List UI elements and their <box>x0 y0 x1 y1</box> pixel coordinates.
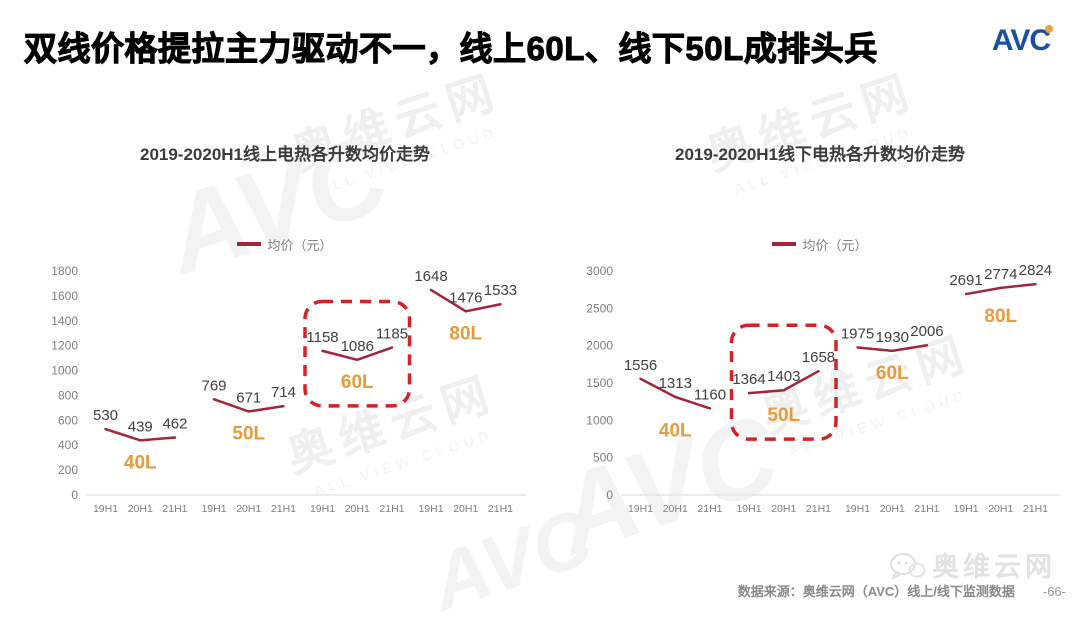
svg-text:2824: 2824 <box>1019 262 1052 279</box>
svg-text:20H1: 20H1 <box>236 503 261 515</box>
svg-text:0: 0 <box>71 488 78 502</box>
footer-brand-text: 奥维云网 <box>932 551 1056 582</box>
svg-text:40L: 40L <box>124 452 157 473</box>
svg-text:2774: 2774 <box>984 266 1017 283</box>
svg-text:1200: 1200 <box>51 339 78 353</box>
chart-online-section: 2019-2020H1线上电热各升数均价走势 均价（元） 0 200 400 600 8… <box>40 140 530 525</box>
svg-text:21H1: 21H1 <box>697 503 722 515</box>
svg-text:769: 769 <box>202 377 227 394</box>
svg-text:19H1: 19H1 <box>628 503 653 515</box>
legend-line-marker-icon <box>237 242 262 246</box>
svg-text:1476: 1476 <box>449 289 482 306</box>
svg-text:20H1: 20H1 <box>128 503 153 515</box>
svg-text:1600: 1600 <box>51 289 78 303</box>
svg-text:0: 0 <box>606 488 613 502</box>
svg-text:80L: 80L <box>984 306 1017 327</box>
legend-label: 均价（元） <box>802 237 868 253</box>
svg-text:21H1: 21H1 <box>1023 503 1048 515</box>
svg-text:2000: 2000 <box>586 339 613 353</box>
svg-text:60L: 60L <box>341 372 374 393</box>
svg-text:1364: 1364 <box>732 371 765 388</box>
svg-text:1800: 1800 <box>51 264 78 278</box>
svg-text:21H1: 21H1 <box>162 503 187 515</box>
footer-brand: 奥维云网 <box>888 552 1056 582</box>
avc-logo: AVC <box>991 24 1053 57</box>
svg-text:1160: 1160 <box>694 386 726 403</box>
svg-text:20H1: 20H1 <box>453 503 478 515</box>
svg-text:40L: 40L <box>659 420 692 441</box>
svg-text:19H1: 19H1 <box>845 503 870 515</box>
legend-offline: 均价（元） <box>575 235 1065 253</box>
line-chart-online: 0 200 400 600 800 1000 1200 1400 1600 1800 530 439 4… <box>51 264 526 515</box>
svg-text:19H1: 19H1 <box>310 503 335 515</box>
chart-title-offline: 2019-2020H1线下电热各升数均价走势 <box>674 145 966 164</box>
svg-text:800: 800 <box>58 388 78 402</box>
source-note: 数据来源：奥维云网（AVC）线上/线下监测数据 <box>737 584 1015 599</box>
svg-text:19H1: 19H1 <box>953 503 978 515</box>
svg-text:50L: 50L <box>767 405 800 426</box>
svg-text:1648: 1648 <box>414 268 447 285</box>
chart-title-online: 2019-2020H1线上电热各升数均价走势 <box>139 145 431 164</box>
svg-text:20H1: 20H1 <box>345 503 370 515</box>
slide-title: 双线价格提拉主力驱动不一，线上60L、线下50L成排头兵 <box>24 30 878 68</box>
svg-text:21H1: 21H1 <box>379 503 404 515</box>
svg-text:1930: 1930 <box>876 329 909 346</box>
svg-text:200: 200 <box>58 463 78 477</box>
svg-text:19H1: 19H1 <box>93 503 118 515</box>
svg-text:80L: 80L <box>449 323 482 344</box>
svg-text:1185: 1185 <box>376 326 408 343</box>
svg-text:500: 500 <box>593 451 613 465</box>
svg-text:530: 530 <box>93 407 118 424</box>
svg-text:21H1: 21H1 <box>488 503 513 515</box>
svg-text:400: 400 <box>58 438 78 452</box>
svg-text:50L: 50L <box>232 423 265 444</box>
legend-online: 均价（元） <box>40 235 530 253</box>
svg-text:1403: 1403 <box>767 368 800 385</box>
svg-text:1556: 1556 <box>624 357 657 374</box>
svg-text:1533: 1533 <box>484 282 517 299</box>
svg-text:21H1: 21H1 <box>271 503 296 515</box>
svg-text:1086: 1086 <box>341 338 374 355</box>
svg-text:1500: 1500 <box>586 376 613 390</box>
svg-text:671: 671 <box>236 389 261 406</box>
page-number: -66- <box>1042 584 1066 599</box>
svg-text:19H1: 19H1 <box>201 503 226 515</box>
svg-text:2691: 2691 <box>949 272 982 289</box>
footer-note: 数据来源：奥维云网（AVC）线上/线下监测数据 -66- <box>738 581 1066 600</box>
svg-text:3000: 3000 <box>586 264 613 278</box>
legend-label: 均价（元） <box>267 237 333 253</box>
svg-text:19H1: 19H1 <box>736 503 761 515</box>
svg-text:1658: 1658 <box>802 349 835 366</box>
svg-text:20H1: 20H1 <box>988 503 1013 515</box>
svg-text:1000: 1000 <box>586 413 613 427</box>
svg-text:21H1: 21H1 <box>806 503 831 515</box>
svg-text:439: 439 <box>128 418 153 435</box>
svg-text:21H1: 21H1 <box>914 503 939 515</box>
svg-text:20H1: 20H1 <box>771 503 796 515</box>
chart-offline-section: 2019-2020H1线下电热各升数均价走势 均价（元） 0 500 1000 150… <box>575 140 1065 525</box>
avc-logo-text: AVC <box>991 24 1051 57</box>
svg-text:2500: 2500 <box>586 301 613 315</box>
svg-text:1313: 1313 <box>659 375 692 392</box>
svg-text:2006: 2006 <box>910 323 943 340</box>
svg-text:1400: 1400 <box>51 314 78 328</box>
svg-text:462: 462 <box>162 416 187 433</box>
svg-text:600: 600 <box>58 413 78 427</box>
svg-text:1975: 1975 <box>841 326 874 343</box>
wechat-icon <box>890 553 926 579</box>
svg-text:1000: 1000 <box>51 364 78 378</box>
svg-text:19H1: 19H1 <box>418 503 443 515</box>
avc-logo-dot-icon <box>1045 25 1053 33</box>
svg-text:20H1: 20H1 <box>663 503 688 515</box>
svg-text:714: 714 <box>271 384 296 401</box>
svg-text:20H1: 20H1 <box>880 503 905 515</box>
svg-text:60L: 60L <box>876 363 909 384</box>
svg-text:1158: 1158 <box>306 329 338 346</box>
legend-line-marker-icon <box>772 242 797 246</box>
